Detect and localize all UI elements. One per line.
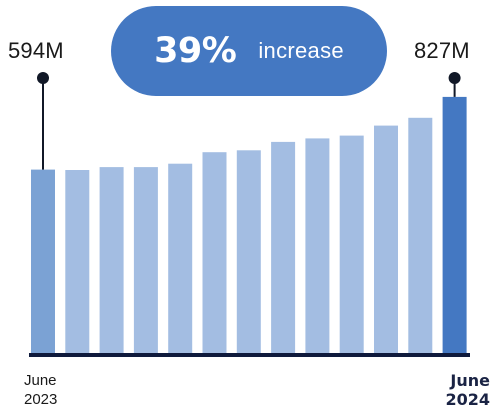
end-x-label-month: June xyxy=(450,371,490,390)
start-value-label: 594M xyxy=(8,38,64,63)
markers-group xyxy=(37,72,461,170)
bar-9 xyxy=(305,138,330,355)
bar-11 xyxy=(374,125,398,355)
end-x-label-year: 2024 xyxy=(445,390,490,409)
start-x-label: June 2023 xyxy=(24,371,57,409)
bar-10 xyxy=(339,135,364,355)
bar-6 xyxy=(202,152,227,355)
end-x-label: June 2024 xyxy=(445,371,490,409)
bar-3 xyxy=(99,167,124,355)
bar-8 xyxy=(271,141,296,355)
increase-badge: 39% increase xyxy=(111,6,387,96)
bar-2 xyxy=(65,170,90,355)
increase-text: increase xyxy=(258,38,344,63)
bars-group xyxy=(31,96,467,356)
start-x-label-month: June xyxy=(24,372,57,389)
increase-percent: 39% xyxy=(154,31,237,71)
bar-1 xyxy=(31,169,55,355)
bar-7 xyxy=(236,150,261,355)
bar-4 xyxy=(133,167,158,355)
bar-13 xyxy=(442,96,467,356)
end-marker-dot xyxy=(448,72,461,84)
start-marker-dot xyxy=(37,72,49,84)
bar-12 xyxy=(408,117,433,355)
start-x-label-year: 2023 xyxy=(24,391,58,408)
end-value-label: 827M xyxy=(414,38,470,63)
bar-5 xyxy=(168,163,193,355)
